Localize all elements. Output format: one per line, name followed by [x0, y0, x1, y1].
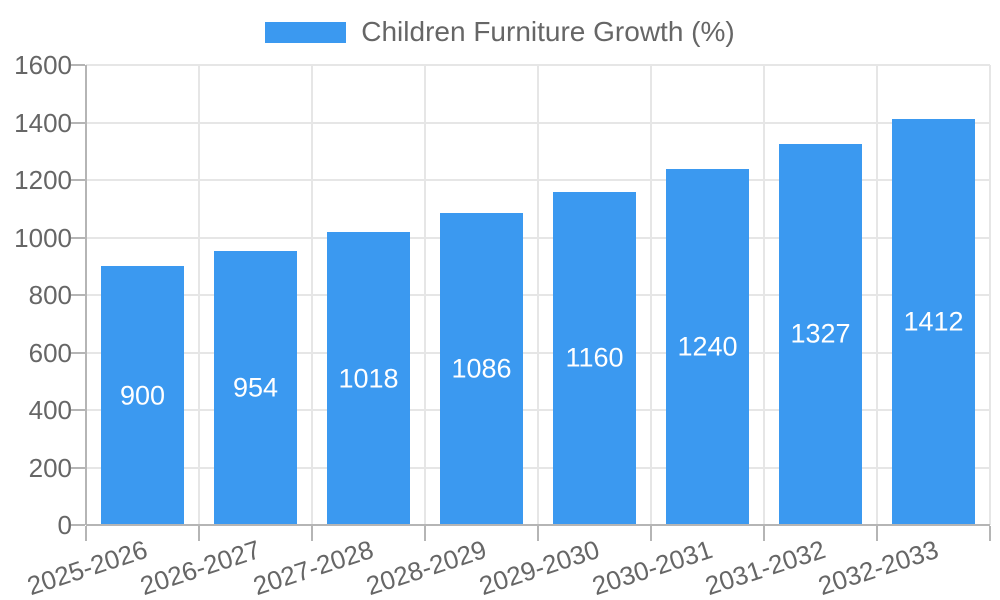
y-tick-label: 1400 — [14, 107, 72, 138]
x-tick-label: 2030-2031 — [588, 534, 717, 600]
bar[interactable]: 954 — [214, 250, 297, 525]
x-tick-label: 2028-2029 — [362, 534, 491, 600]
x-tick-mark — [311, 526, 313, 541]
y-tick-label: 800 — [28, 280, 72, 310]
v-gridline — [876, 65, 878, 525]
y-tick-label: 1600 — [14, 50, 72, 80]
x-tick-label: 2031-2032 — [701, 534, 830, 600]
x-tick-mark — [424, 526, 426, 541]
y-tick-mark — [71, 121, 85, 124]
x-tick-label: 2027-2028 — [249, 534, 378, 600]
bar[interactable]: 900 — [101, 266, 184, 525]
x-tick-mark — [650, 526, 652, 541]
y-tick-mark — [71, 351, 85, 354]
y-axis-line — [85, 65, 87, 525]
y-tick-mark — [71, 524, 85, 526]
bar[interactable]: 1327 — [779, 143, 862, 525]
bar[interactable]: 1160 — [553, 191, 636, 525]
y-tick-mark — [71, 179, 85, 181]
v-gridline — [311, 65, 313, 525]
bar[interactable]: 1412 — [892, 119, 975, 525]
y-tick-mark — [71, 64, 85, 66]
y-tick-label: 400 — [28, 395, 72, 425]
v-gridline — [763, 65, 765, 525]
y-tick-mark — [71, 236, 85, 239]
bar-value-label: 1160 — [565, 342, 624, 373]
x-axis-line — [86, 524, 990, 526]
y-tick-mark — [71, 409, 85, 411]
x-tick-mark — [763, 526, 765, 541]
bar-value-label: 954 — [232, 372, 279, 403]
bar-value-label: 1327 — [790, 318, 851, 349]
legend-swatch-icon — [265, 21, 347, 43]
y-tick-label: 0 — [57, 510, 72, 540]
legend-label: Children Furniture Growth (%) — [361, 16, 735, 47]
y-tick-label: 1000 — [14, 222, 72, 253]
bar[interactable]: 1086 — [440, 212, 523, 525]
bar-value-label: 1412 — [903, 306, 964, 337]
y-tick-label: 600 — [28, 337, 72, 368]
x-tick-label: 2029-2030 — [475, 534, 604, 600]
bar[interactable]: 1018 — [327, 232, 410, 525]
x-tick-label: 2032-2033 — [814, 534, 943, 600]
legend-item[interactable]: Children Furniture Growth (%) — [0, 18, 1000, 46]
y-tick-label: 200 — [28, 452, 72, 483]
x-tick-mark — [989, 526, 991, 541]
x-tick-label: 2025-2026 — [23, 534, 152, 600]
v-gridline — [650, 65, 652, 525]
bar-value-label: 1240 — [677, 331, 738, 362]
plot-area: 900 954 1018 1086 1160 1240 1327 1412 — [71, 64, 991, 541]
x-tick-mark — [537, 526, 539, 541]
y-tick-label: 1200 — [14, 165, 72, 195]
v-gridline — [537, 65, 539, 525]
y-tick-mark — [71, 294, 85, 296]
bar[interactable]: 1240 — [666, 168, 749, 525]
bar-value-label: 1018 — [338, 363, 399, 394]
x-tick-label: 2026-2027 — [136, 534, 265, 600]
v-gridline — [989, 65, 991, 525]
x-tick-mark — [876, 526, 878, 541]
x-tick-mark — [85, 526, 87, 541]
bar-value-label: 1086 — [451, 353, 512, 384]
y-tick-mark — [71, 466, 85, 469]
bar-value-label: 900 — [119, 380, 166, 411]
v-gridline — [424, 65, 426, 525]
v-gridline — [198, 65, 200, 525]
x-tick-mark — [198, 526, 200, 541]
